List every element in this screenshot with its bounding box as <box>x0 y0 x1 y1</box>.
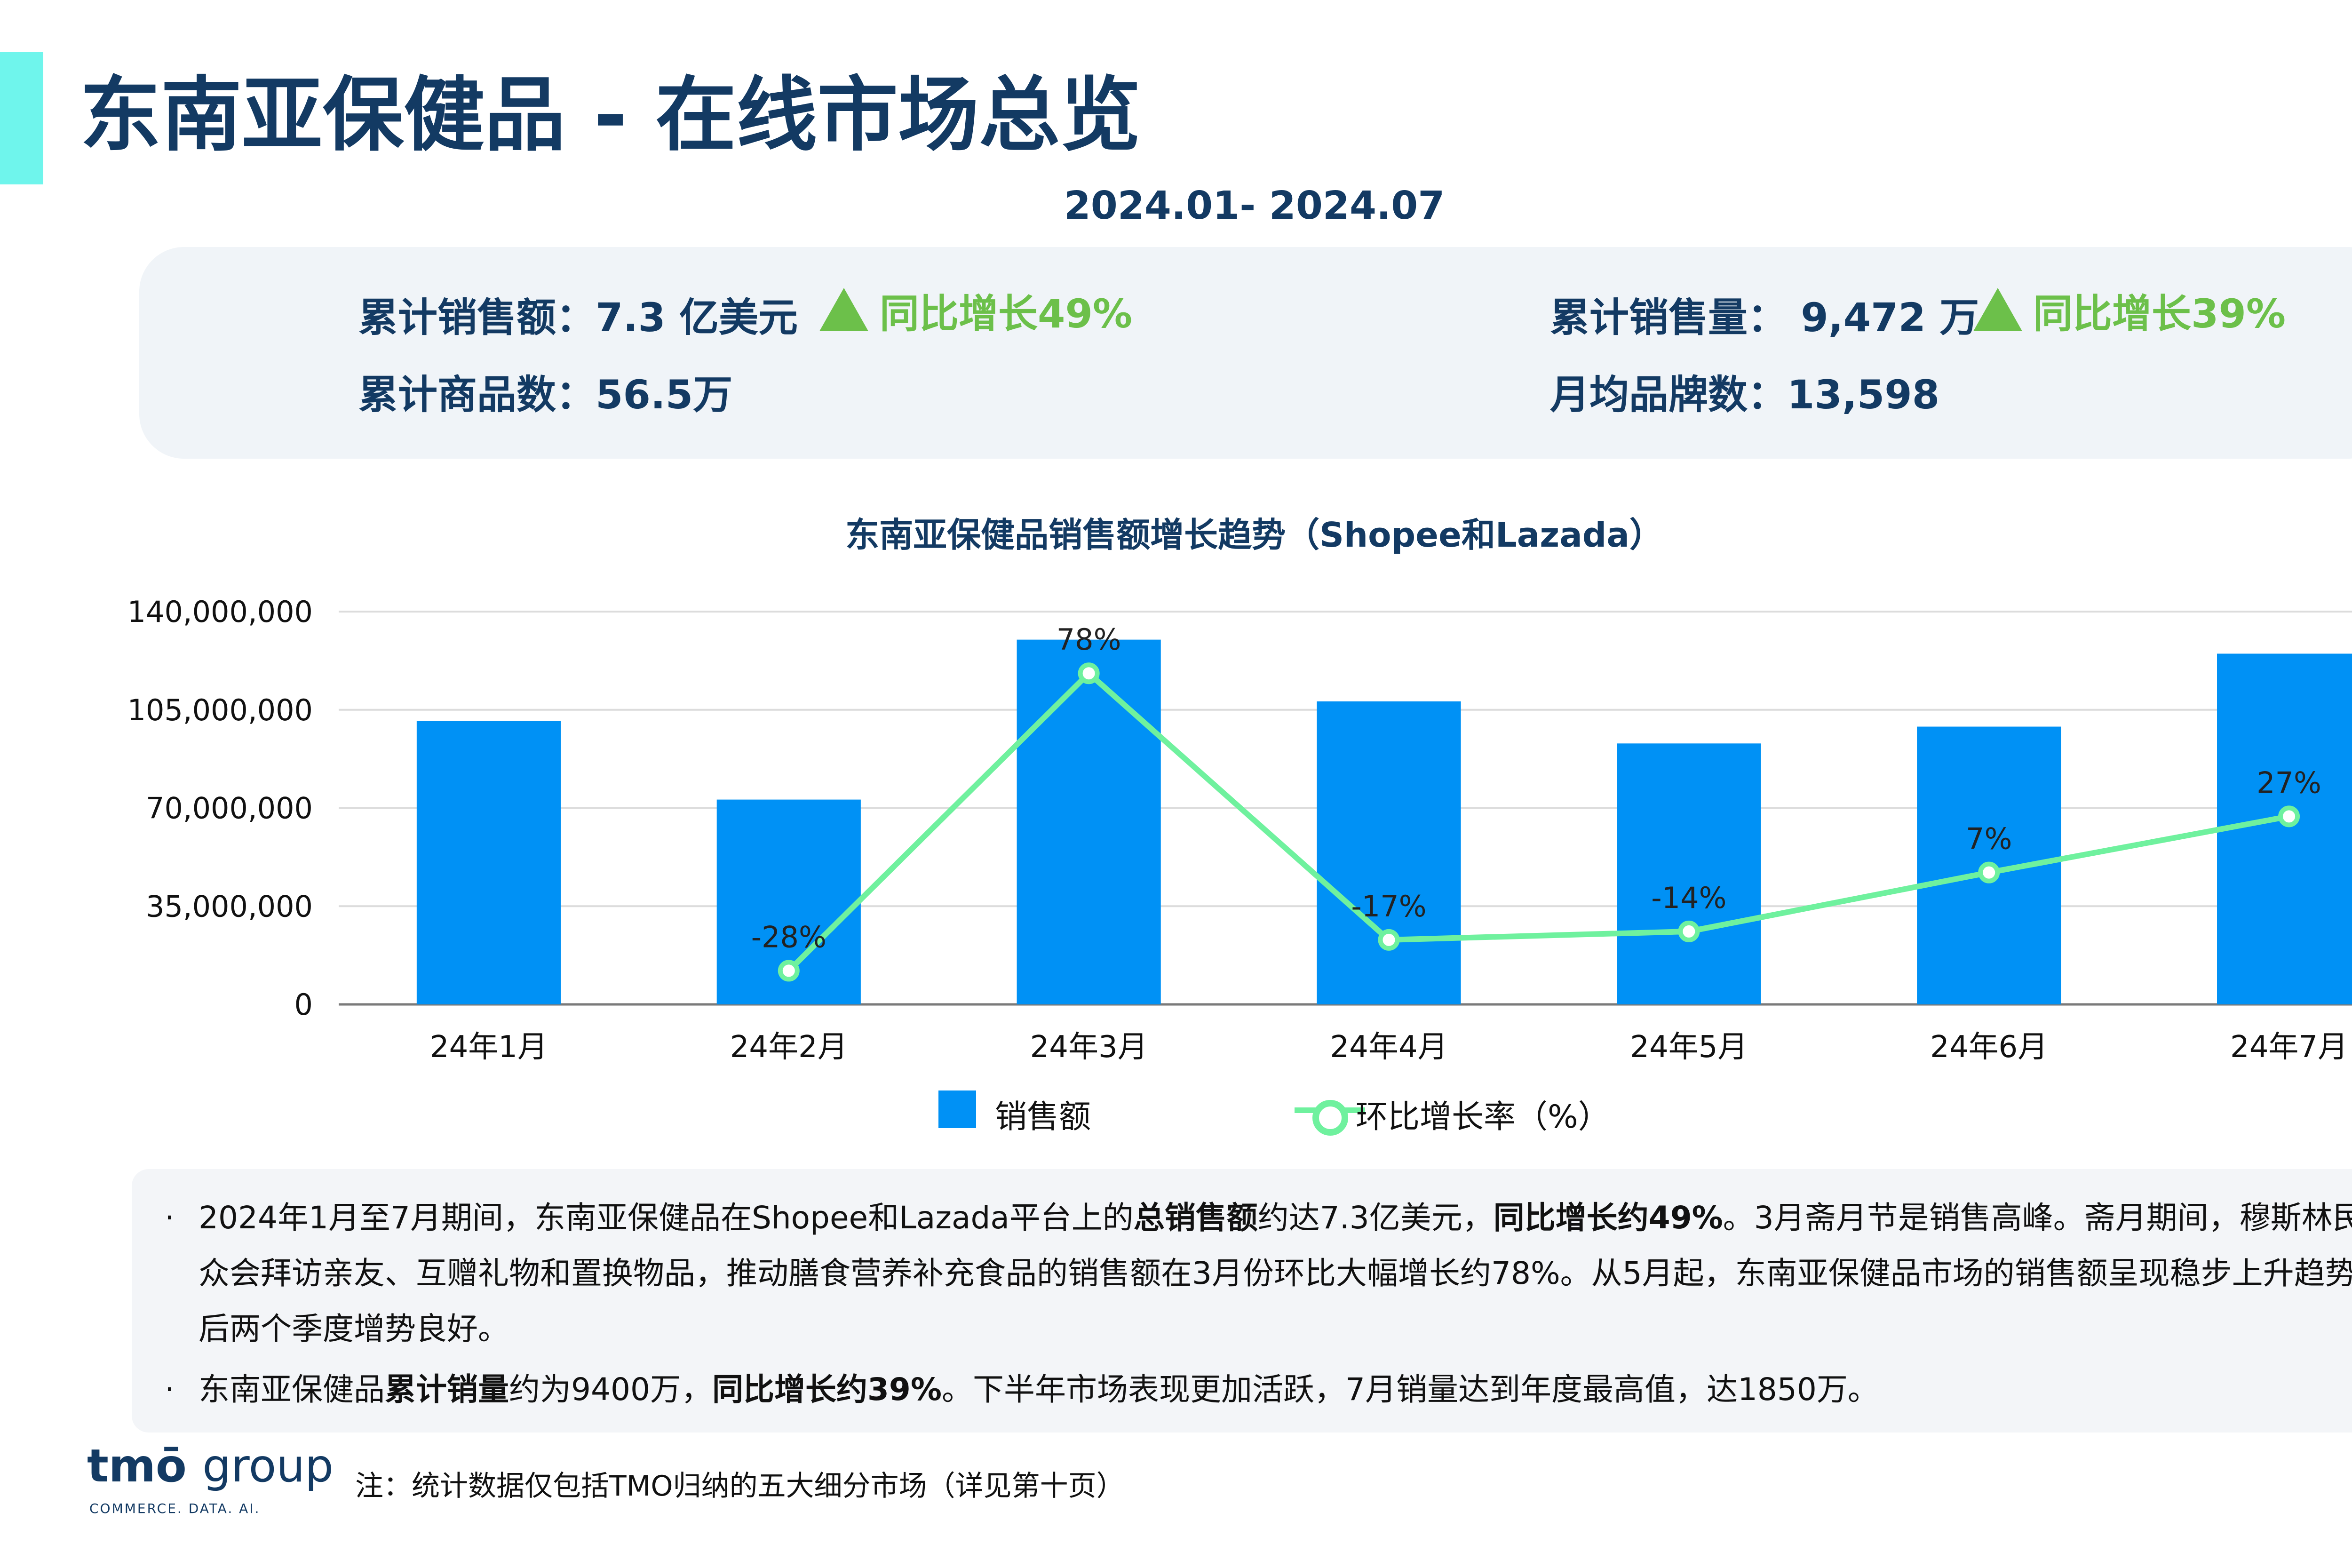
growth-line <box>787 670 2290 973</box>
note-segment: 。下半年市场表现更加活跃，7月销量达到年度最高值，达1850万。 <box>941 1371 1879 1408</box>
growth-point <box>1378 929 1400 951</box>
stat-sales-amount: 累计销售额：7.3 亿美元 <box>358 294 798 341</box>
bullet-icon: · <box>165 1200 175 1236</box>
date-range: 2024.01- 2024.07 <box>1064 183 1445 228</box>
note-emphasis: 同比增长约49% <box>1493 1200 1723 1236</box>
note-segment: 约为9400万， <box>509 1371 712 1408</box>
stat-brand-count: 月均品牌数：13,598 <box>1550 372 1940 418</box>
note-item-2: · 东南亚保健品累计销量约为9400万，同比增长约39%。下半年市场表现更加活跃… <box>165 1362 2352 1417</box>
stat-sales-volume-yoy: 同比增长39% <box>2033 291 2286 337</box>
note-segment: 2024年1月至7月期间，东南亚保健品在Shopee和Lazada平台上的 <box>199 1200 1134 1236</box>
note-segment: 东南亚保健品 <box>199 1371 385 1408</box>
note-emphasis: 总销售额 <box>1133 1200 1258 1236</box>
logo-tagline: COMMERCE. DATA. AI. <box>89 1501 261 1516</box>
x-tick-label: 24年2月 <box>730 1030 848 1065</box>
x-tick-label: 24年7月 <box>2230 1030 2348 1065</box>
tmo-logo: tmō group <box>87 1440 334 1492</box>
y-tick-label: 140,000,000 <box>127 595 313 629</box>
note-emphasis: 同比增长约39% <box>712 1371 942 1408</box>
stat-sales-amount-yoy: 同比增长49% <box>880 291 1133 337</box>
sales-chart: 0 35,000,000 70,000,000 105,000,000 140,000,… <box>127 595 2352 1065</box>
growth-point <box>1978 861 2000 883</box>
chart-growth-line <box>778 662 2300 982</box>
note-segment: 。3月斋月节是销售高峰。斋月期间，穆斯林民众会拜访亲友、互赠礼物和置换物品，推动… <box>199 1200 2352 1347</box>
stats-panel <box>139 247 2352 459</box>
bar-3 <box>1017 639 1161 1004</box>
chart-bars <box>416 639 2352 1004</box>
chart-labels: 0 35,000,000 70,000,000 105,000,000 140,000,… <box>127 595 2348 1065</box>
x-tick-label: 24年1月 <box>430 1030 548 1065</box>
y-tick-label: 105,000,000 <box>127 693 313 727</box>
x-tick-label: 24年6月 <box>1930 1030 2048 1065</box>
legend-line-label: 环比增长率（%） <box>1356 1098 1610 1136</box>
growth-point <box>2278 805 2300 828</box>
growth-point <box>778 960 800 982</box>
logo-group-text: group <box>202 1440 334 1492</box>
legend-bar-label: 销售额 <box>995 1098 1091 1136</box>
note-segment: 约达7.3亿美元， <box>1257 1200 1494 1236</box>
x-tick-label: 24年3月 <box>1030 1030 1148 1065</box>
bar-4 <box>1317 701 1461 1004</box>
stat-sales-volume: 累计销售量： 9,472 万 <box>1550 294 1979 341</box>
up-triangle-icon <box>819 288 868 331</box>
note-text: 2024年1月至7月期间，东南亚保健品在Shopee和Lazada平台上的总销售… <box>199 1190 2352 1357</box>
legend-bar-swatch <box>938 1090 976 1128</box>
bullet-icon: · <box>165 1371 175 1408</box>
growth-point <box>1678 920 1700 942</box>
legend-line-marker-icon <box>1312 1100 1348 1136</box>
y-tick-label: 35,000,000 <box>146 889 313 923</box>
logo-mark: tmō <box>87 1440 187 1492</box>
x-tick-label: 24年4月 <box>1330 1030 1447 1065</box>
growth-data-label: 7% <box>1966 822 2012 856</box>
title-accent-bar <box>0 52 43 184</box>
bar-7 <box>2217 653 2352 1004</box>
note-emphasis: 累计销量 <box>385 1371 509 1408</box>
bar-1 <box>416 721 561 1004</box>
note-text: 东南亚保健品累计销量约为9400万，同比增长约39%。下半年市场表现更加活跃，7… <box>199 1362 2352 1417</box>
notes-panel <box>132 1169 2352 1433</box>
growth-data-label: -28% <box>751 920 826 954</box>
growth-data-label: 27% <box>2257 765 2321 800</box>
up-triangle-icon <box>1973 288 2022 331</box>
page-title: 东南亚保健品 - 在线市场总览 <box>80 68 1141 162</box>
growth-data-label: 78% <box>1057 622 1121 657</box>
growth-data-label: -14% <box>1651 881 1726 915</box>
footnote: 注：统计数据仅包括TMO归纳的五大细分市场（详见第十页） <box>355 1470 1125 1503</box>
growth-data-label: -17% <box>1351 889 1426 923</box>
note-item-1: · 2024年1月至7月期间，东南亚保健品在Shopee和Lazada平台上的总… <box>165 1190 2352 1357</box>
chart-title: 东南亚保健品销售额增长趋势（Shopee和Lazada） <box>845 515 1663 555</box>
x-tick-label: 24年5月 <box>1630 1030 1748 1065</box>
bar-5 <box>1617 743 1761 1004</box>
y-tick-label: 0 <box>294 987 313 1022</box>
growth-point <box>1078 662 1100 685</box>
stat-product-count: 累计商品数：56.5万 <box>358 372 733 418</box>
y-tick-label: 70,000,000 <box>146 791 313 826</box>
